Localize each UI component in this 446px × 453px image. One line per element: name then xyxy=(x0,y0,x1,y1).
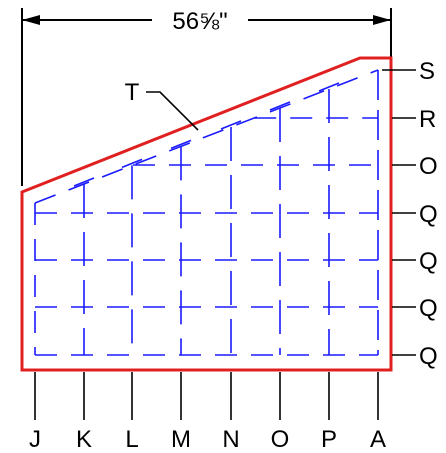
grid-top-slope xyxy=(34,69,379,204)
dimension-arrow-left xyxy=(22,15,40,25)
panel-label-t: T xyxy=(125,79,140,106)
column-label-p: P xyxy=(321,426,337,453)
row-leader-group xyxy=(382,69,416,356)
dimension-group xyxy=(21,8,392,186)
grid-group xyxy=(34,69,379,356)
grid-slope-tick xyxy=(121,158,143,169)
row-label-s: S xyxy=(419,58,435,85)
grid-slope-tick xyxy=(170,139,192,150)
grid-slope-tick xyxy=(73,177,95,187)
t-leader xyxy=(146,91,199,131)
column-leader-group xyxy=(34,372,379,420)
panel-outline xyxy=(20,56,393,372)
row-label-q: Q xyxy=(419,295,438,322)
row-label-q: Q xyxy=(419,343,438,370)
row-label-q: Q xyxy=(419,248,438,275)
row-label-r: R xyxy=(419,106,436,133)
column-label-n: N xyxy=(222,426,239,453)
row-label-o: O xyxy=(419,153,438,180)
column-label-k: K xyxy=(76,426,92,453)
dimension-arrow-right xyxy=(373,15,391,25)
row-label-q: Q xyxy=(419,201,438,228)
grid-slope-tick xyxy=(318,82,340,92)
column-label-m: M xyxy=(171,426,191,453)
grid-slope-tick xyxy=(220,120,242,130)
column-label-a: A xyxy=(370,426,386,453)
column-label-l: L xyxy=(125,426,138,453)
dimension-label: 56⅝" xyxy=(172,8,227,35)
grid-slope-tick xyxy=(269,101,291,111)
column-label-o: O xyxy=(271,426,290,453)
column-label-j: J xyxy=(29,426,41,453)
